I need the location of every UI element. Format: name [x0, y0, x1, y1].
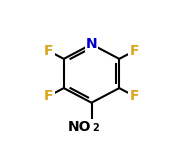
Text: N: N	[86, 37, 97, 51]
Text: F: F	[129, 89, 139, 103]
Text: 2: 2	[92, 123, 99, 133]
Text: F: F	[44, 44, 54, 58]
Text: F: F	[44, 89, 54, 103]
Text: NO: NO	[68, 120, 92, 134]
Text: F: F	[129, 44, 139, 58]
